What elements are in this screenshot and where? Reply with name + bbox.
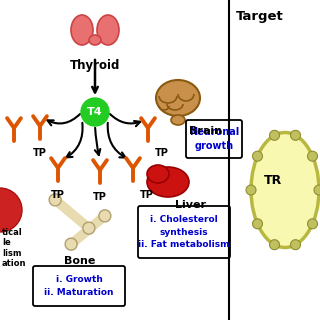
Text: Liver: Liver	[175, 200, 206, 210]
Text: TP: TP	[51, 190, 65, 200]
Ellipse shape	[147, 165, 169, 183]
Text: Target: Target	[236, 10, 284, 23]
Ellipse shape	[308, 151, 317, 161]
Circle shape	[83, 222, 95, 234]
Circle shape	[49, 194, 61, 206]
Text: Neuronal
growth: Neuronal growth	[189, 127, 239, 151]
Text: i. Cholesterol
synthesis
ii. Fat metabolism: i. Cholesterol synthesis ii. Fat metabol…	[138, 215, 230, 249]
Text: Bone: Bone	[64, 256, 96, 266]
Ellipse shape	[252, 219, 262, 229]
Text: TP: TP	[155, 148, 169, 158]
Text: TR: TR	[264, 173, 282, 187]
Ellipse shape	[171, 115, 185, 125]
Ellipse shape	[89, 35, 101, 45]
Ellipse shape	[269, 240, 279, 250]
Ellipse shape	[269, 130, 279, 140]
Circle shape	[81, 98, 109, 126]
Ellipse shape	[156, 80, 200, 116]
Ellipse shape	[308, 219, 317, 229]
FancyBboxPatch shape	[33, 266, 125, 306]
Circle shape	[99, 210, 111, 222]
Text: TP: TP	[93, 192, 107, 202]
Ellipse shape	[246, 185, 256, 195]
Text: TP: TP	[33, 148, 47, 158]
Text: Thyroid: Thyroid	[70, 59, 120, 72]
Text: tical
le
lism
ation: tical le lism ation	[2, 228, 27, 268]
FancyBboxPatch shape	[186, 120, 242, 158]
Text: i. Growth
ii. Maturation: i. Growth ii. Maturation	[44, 275, 114, 297]
Ellipse shape	[314, 185, 320, 195]
Circle shape	[65, 238, 77, 250]
Circle shape	[0, 188, 22, 232]
FancyBboxPatch shape	[138, 206, 230, 258]
Text: Brain: Brain	[189, 126, 222, 136]
Text: T4: T4	[87, 107, 103, 117]
Text: TP: TP	[140, 190, 154, 200]
Ellipse shape	[251, 132, 319, 247]
Ellipse shape	[71, 15, 93, 45]
Ellipse shape	[252, 151, 262, 161]
Ellipse shape	[291, 240, 300, 250]
Ellipse shape	[147, 167, 189, 197]
Ellipse shape	[291, 130, 300, 140]
Ellipse shape	[97, 15, 119, 45]
